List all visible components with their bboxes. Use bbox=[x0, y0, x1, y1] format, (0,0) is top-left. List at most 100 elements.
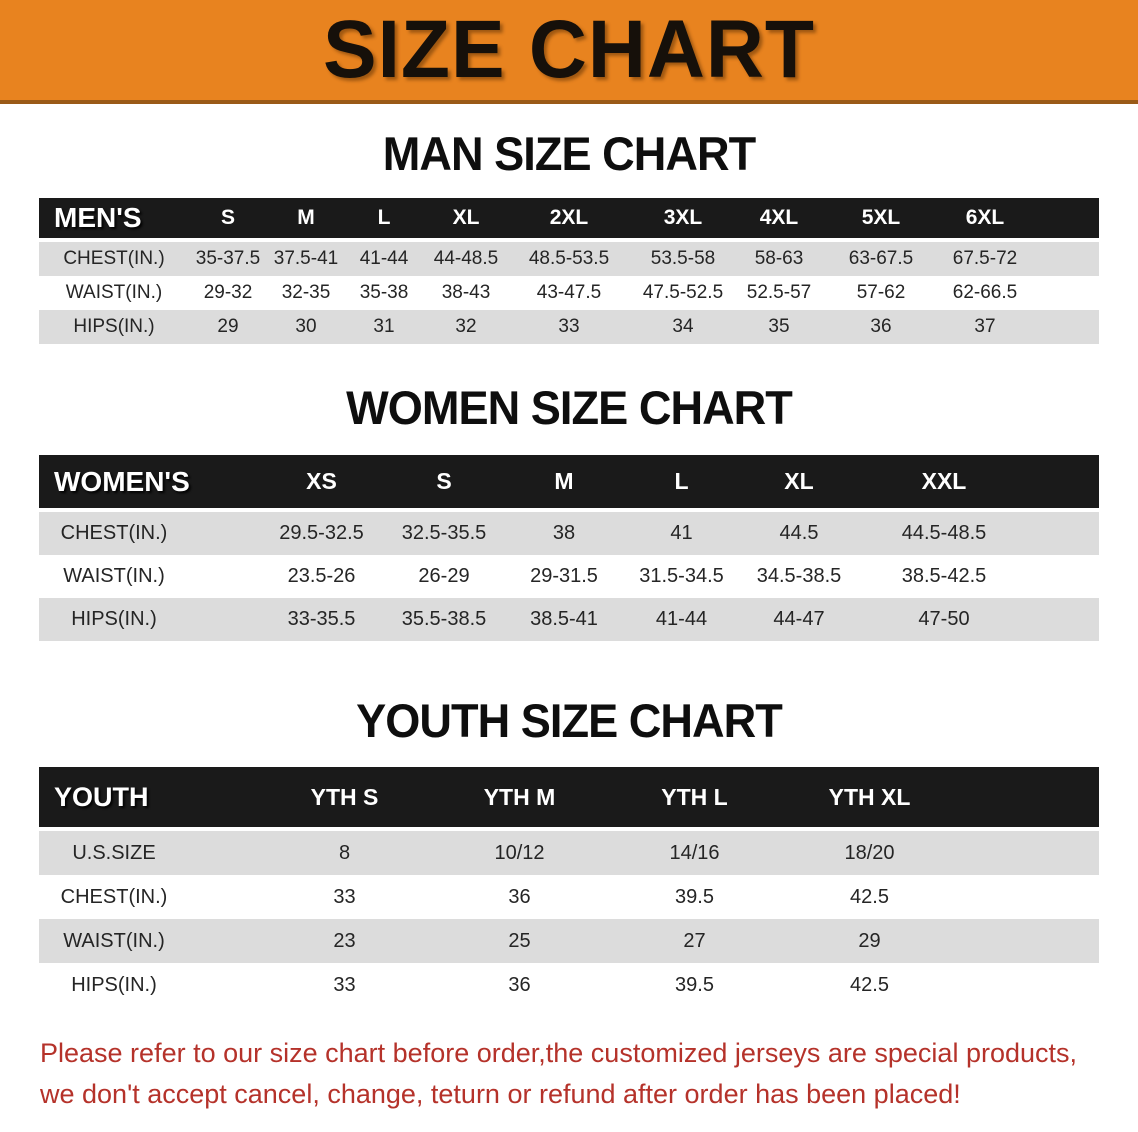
measurement-value: 10/12 bbox=[494, 841, 545, 864]
measurement-value: 41-44 bbox=[655, 608, 708, 631]
measurement-value: 36 bbox=[508, 973, 531, 996]
size-column-header: YTH S bbox=[257, 767, 432, 832]
measurement-value: 48.5-53.5 bbox=[528, 247, 610, 269]
order-disclaimer: Please refer to our size chart before or… bbox=[40, 1033, 1098, 1115]
women-size-table: WOMEN'S XS S M L XL XXL CHEST(IN.) 29.5-32.5 32.5… bbox=[39, 455, 1099, 642]
size-column-header: XXL bbox=[859, 455, 1029, 513]
measurement-label: WAIST(IN.) bbox=[63, 929, 165, 952]
size-column-header: YTH L bbox=[607, 767, 782, 832]
measurement-value: 27 bbox=[683, 929, 706, 952]
spacer-cell bbox=[1029, 455, 1099, 513]
measurement-value: 33 bbox=[558, 315, 580, 337]
size-column-header: M bbox=[504, 455, 624, 513]
spacer-cell bbox=[957, 963, 1099, 1007]
man-size-table: MEN'S S M L XL 2XL 3XL 4XL 5XL 6XL CHEST(IN.) 35-37… bbox=[39, 197, 1099, 344]
measurement-value: 38-43 bbox=[441, 281, 491, 303]
measurement-value: 44-48.5 bbox=[433, 247, 499, 269]
measurement-value: 23.5-26 bbox=[287, 565, 356, 588]
measurement-value: 33 bbox=[333, 885, 356, 908]
size-column-header: 5XL bbox=[821, 197, 941, 242]
spacer-cell bbox=[957, 875, 1099, 919]
measurement-row: WAIST(IN.) 23.5-26 26-29 29-31.5 31.5-34.5 34… bbox=[39, 555, 1099, 599]
youth-size-table: YOUTH YTH S YTH M YTH L YTH XL U.S.SIZE 8 10/12… bbox=[39, 767, 1099, 1008]
size-column-header: XL bbox=[739, 455, 859, 513]
size-column-header: 4XL bbox=[737, 197, 821, 242]
measurement-value: 37 bbox=[974, 315, 996, 337]
measurement-row: WAIST(IN.) 23 25 27 29 bbox=[39, 919, 1099, 964]
spacer-cell bbox=[1029, 598, 1099, 641]
measurement-value: 41 bbox=[670, 522, 693, 545]
measurement-value: 30 bbox=[295, 315, 317, 337]
man-size-heading: MAN SIZE CHART bbox=[382, 127, 757, 180]
measurement-row: U.S.SIZE 8 10/12 14/16 18/20 bbox=[39, 831, 1099, 876]
spacer-cell bbox=[1029, 197, 1099, 242]
size-column-header: L bbox=[624, 455, 739, 513]
spacer-cell bbox=[1029, 242, 1099, 276]
measurement-label: HIPS(IN.) bbox=[71, 973, 157, 996]
measurement-label: WAIST(IN.) bbox=[65, 281, 163, 303]
table-header-row: YOUTH YTH S YTH M YTH L YTH XL bbox=[39, 767, 1099, 832]
measurement-value: 32 bbox=[455, 315, 477, 337]
measurement-value: 35 bbox=[768, 315, 790, 337]
table-group-label: MEN'S bbox=[39, 197, 189, 242]
measurement-row: CHEST(IN.) 29.5-32.5 32.5-35.5 38 41 44.5 44.5… bbox=[39, 512, 1099, 556]
measurement-value: 58-63 bbox=[754, 247, 804, 269]
measurement-label: U.S.SIZE bbox=[72, 841, 156, 864]
women-size-section: WOMEN SIZE CHART WOMEN'S XS S M L XL XXL CHEST(… bbox=[0, 381, 1138, 642]
size-column-header: XS bbox=[259, 455, 384, 513]
measurement-value: 34 bbox=[672, 315, 694, 337]
measurement-value: 39.5 bbox=[675, 885, 714, 908]
measurement-row: HIPS(IN.) 33-35.5 35.5-38.5 38.5-41 41-44 44-… bbox=[39, 598, 1099, 642]
measurement-row: WAIST(IN.) 29-32 32-35 35-38 38-43 43-47.5 47.… bbox=[39, 275, 1099, 310]
measurement-value: 31 bbox=[373, 315, 395, 337]
measurement-value: 44.5 bbox=[779, 522, 819, 545]
table-group-label: WOMEN'S bbox=[39, 455, 259, 513]
measurement-row: CHEST(IN.) 33 36 39.5 42.5 bbox=[39, 875, 1099, 920]
size-column-header: L bbox=[345, 197, 423, 242]
measurement-value: 29.5-32.5 bbox=[279, 522, 364, 545]
measurement-value: 38.5-41 bbox=[530, 608, 598, 631]
disclaimer-line-2: we don't accept cancel, change, teturn o… bbox=[40, 1079, 961, 1110]
measurement-value: 63-67.5 bbox=[848, 247, 914, 269]
measurement-label: HIPS(IN.) bbox=[71, 608, 157, 631]
measurement-label: WAIST(IN.) bbox=[63, 565, 165, 588]
measurement-value: 29 bbox=[858, 929, 881, 952]
measurement-value: 39.5 bbox=[675, 973, 714, 996]
size-chart-banner: SIZE CHART bbox=[0, 0, 1138, 104]
spacer-cell bbox=[1029, 555, 1099, 598]
youth-size-heading: YOUTH SIZE CHART bbox=[356, 694, 783, 748]
measurement-value: 36 bbox=[870, 315, 892, 337]
youth-size-section: YOUTH SIZE CHART YOUTH YTH S YTH M YTH L YTH… bbox=[0, 694, 1138, 1008]
measurement-value: 44.5-48.5 bbox=[901, 522, 987, 545]
measurement-value: 57-62 bbox=[856, 281, 906, 303]
man-size-section: MAN SIZE CHART MEN'S S M L XL 2XL 3XL 4XL 5XL 6XL… bbox=[0, 128, 1138, 344]
measurement-label: CHEST(IN.) bbox=[60, 522, 168, 545]
table-group-label: YOUTH bbox=[39, 767, 257, 832]
measurement-label: HIPS(IN.) bbox=[73, 315, 155, 337]
size-column-header: S bbox=[189, 197, 267, 242]
measurement-row: CHEST(IN.) 35-37.5 37.5-41 41-44 44-48.5 48.5… bbox=[39, 241, 1099, 276]
measurement-value: 62-66.5 bbox=[952, 281, 1018, 303]
measurement-value: 35-37.5 bbox=[195, 247, 261, 269]
size-column-header: YTH XL bbox=[782, 767, 957, 832]
measurement-value: 42.5 bbox=[850, 885, 889, 908]
measurement-value: 43-47.5 bbox=[536, 281, 602, 303]
measurement-value: 33 bbox=[333, 973, 356, 996]
measurement-value: 44-47 bbox=[773, 608, 825, 631]
spacer-cell bbox=[1029, 276, 1099, 310]
measurement-value: 29 bbox=[217, 315, 239, 337]
spacer-cell bbox=[1029, 310, 1099, 344]
measurement-value: 32-35 bbox=[281, 281, 331, 303]
measurement-value: 52.5-57 bbox=[746, 281, 812, 303]
measurement-value: 42.5 bbox=[850, 973, 889, 996]
measurement-value: 47-50 bbox=[918, 608, 970, 631]
spacer-cell bbox=[957, 831, 1099, 875]
measurement-value: 47.5-52.5 bbox=[642, 281, 724, 303]
measurement-label: CHEST(IN.) bbox=[60, 885, 168, 908]
measurement-value: 14/16 bbox=[669, 841, 720, 864]
measurement-value: 34.5-38.5 bbox=[756, 565, 842, 588]
measurement-row: HIPS(IN.) 29 30 31 32 33 34 35 36 37 bbox=[39, 309, 1099, 344]
size-column-header: M bbox=[267, 197, 345, 242]
size-column-header: XL bbox=[423, 197, 509, 242]
size-column-header: S bbox=[384, 455, 504, 513]
